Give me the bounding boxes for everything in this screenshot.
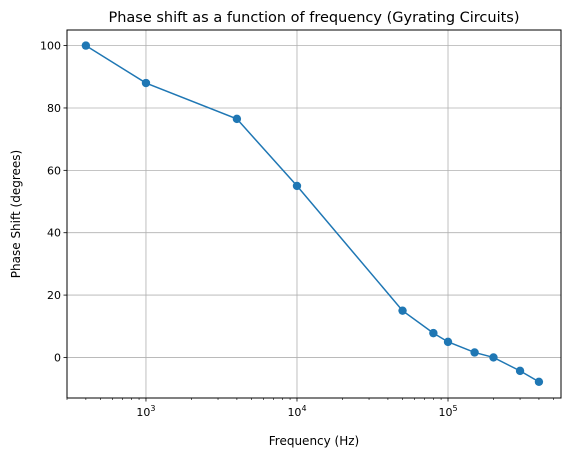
data-point [443, 337, 453, 347]
axis-ticks: 0 20 40 60 80 100 103 104 105 [40, 40, 554, 419]
data-point [232, 114, 242, 124]
y-tick-label: 40 [47, 227, 61, 240]
data-point [292, 181, 302, 191]
data-series [81, 41, 544, 386]
data-point [141, 78, 151, 88]
x-tick-label: 104 [287, 404, 306, 419]
y-tick-label: 100 [40, 40, 61, 53]
x-tick-label: 103 [136, 404, 155, 419]
data-point [489, 353, 498, 362]
data-point [515, 366, 525, 376]
y-tick-label: 80 [47, 102, 61, 115]
data-point [470, 348, 479, 357]
data-point [398, 306, 407, 315]
y-tick-label: 0 [54, 351, 61, 364]
y-tick-label: 60 [47, 164, 61, 177]
y-axis-label: Phase Shift (degrees) [9, 150, 23, 278]
grid [67, 30, 561, 398]
data-point [534, 377, 544, 386]
x-tick-label: 105 [438, 404, 457, 419]
data-point [81, 41, 91, 50]
y-tick-label: 20 [47, 289, 61, 302]
chart-title: Phase shift as a function of frequency (… [108, 10, 519, 26]
data-point [429, 328, 438, 338]
x-axis-label: Frequency (Hz) [269, 434, 360, 448]
plot-frame [66, 29, 562, 399]
